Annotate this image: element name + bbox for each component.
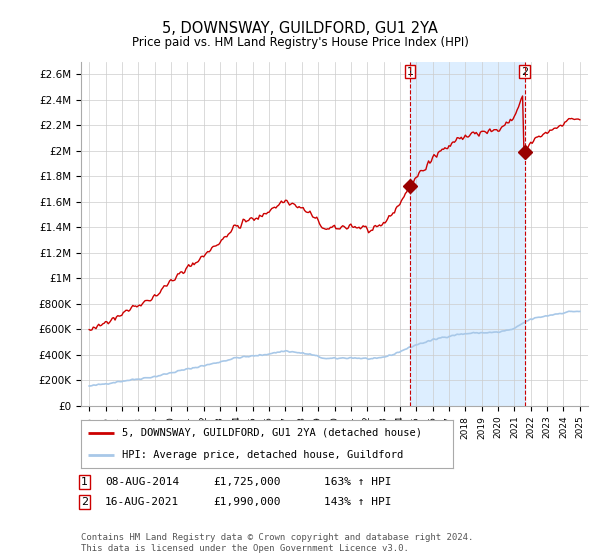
Text: 5, DOWNSWAY, GUILDFORD, GU1 2YA: 5, DOWNSWAY, GUILDFORD, GU1 2YA bbox=[162, 21, 438, 36]
Text: 2: 2 bbox=[81, 497, 88, 507]
Text: 163% ↑ HPI: 163% ↑ HPI bbox=[324, 477, 392, 487]
Text: HPI: Average price, detached house, Guildford: HPI: Average price, detached house, Guil… bbox=[122, 450, 403, 460]
Text: 2: 2 bbox=[521, 67, 528, 77]
Text: 143% ↑ HPI: 143% ↑ HPI bbox=[324, 497, 392, 507]
Text: 16-AUG-2021: 16-AUG-2021 bbox=[105, 497, 179, 507]
Text: £1,725,000: £1,725,000 bbox=[213, 477, 281, 487]
Text: 08-AUG-2014: 08-AUG-2014 bbox=[105, 477, 179, 487]
Text: 1: 1 bbox=[81, 477, 88, 487]
Text: 5, DOWNSWAY, GUILDFORD, GU1 2YA (detached house): 5, DOWNSWAY, GUILDFORD, GU1 2YA (detache… bbox=[122, 428, 422, 438]
Bar bbox=[410, 62, 524, 406]
Text: Contains HM Land Registry data © Crown copyright and database right 2024.
This d: Contains HM Land Registry data © Crown c… bbox=[81, 533, 473, 553]
Text: £1,990,000: £1,990,000 bbox=[213, 497, 281, 507]
Text: Price paid vs. HM Land Registry's House Price Index (HPI): Price paid vs. HM Land Registry's House … bbox=[131, 36, 469, 49]
Text: 1: 1 bbox=[407, 67, 413, 77]
